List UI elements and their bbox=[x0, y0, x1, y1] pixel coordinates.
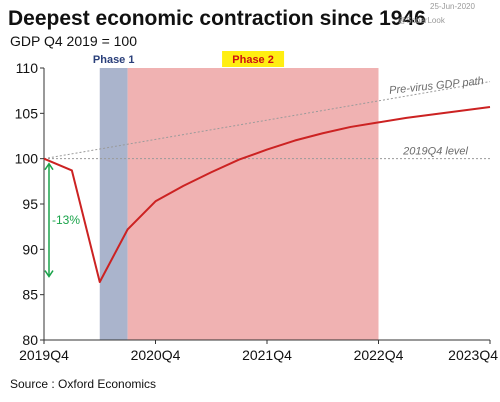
annotation-arrowhead bbox=[44, 162, 54, 171]
y-tick-label: 85 bbox=[22, 287, 38, 303]
x-tick-label: 2020Q4 bbox=[131, 347, 181, 363]
annotation-arrowhead bbox=[44, 270, 54, 278]
source-note: Source : Oxford Economics bbox=[10, 377, 156, 391]
watermark-date: 25-Jun-2020 bbox=[430, 2, 475, 11]
y-tick-label: 90 bbox=[22, 241, 38, 257]
annotations: -13% bbox=[44, 162, 80, 278]
chart-subtitle: GDP Q4 2019 = 100 bbox=[10, 33, 137, 49]
reference-line-label: 2019Q4 level bbox=[402, 146, 468, 158]
y-tick-label: 105 bbox=[15, 105, 39, 121]
annotation-label: -13% bbox=[52, 213, 80, 227]
x-tick-label: 2019Q4 bbox=[19, 347, 69, 363]
x-tick-label: 2023Q4 bbox=[448, 347, 498, 363]
reference-line bbox=[43, 81, 491, 160]
phase-label-bg bbox=[222, 51, 285, 67]
x-tick-label: 2022Q4 bbox=[354, 347, 404, 363]
x-tick-label: 2021Q4 bbox=[242, 347, 292, 363]
y-tick-label: 95 bbox=[22, 196, 38, 212]
watermark-brand: @SoberLook bbox=[398, 16, 446, 25]
chart-title: Deepest economic contraction since 1946 bbox=[8, 7, 426, 30]
gdp-line bbox=[43, 105, 491, 283]
y-tick-label: 80 bbox=[22, 332, 38, 348]
series-layer bbox=[43, 105, 491, 283]
phase-label: Phase 1 bbox=[93, 54, 135, 66]
reference-line-label: Pre-virus GDP path bbox=[389, 75, 485, 97]
y-tick-label: 110 bbox=[16, 60, 39, 76]
y-tick-label: 100 bbox=[15, 151, 39, 167]
phase-label: Phase 2 bbox=[232, 54, 274, 66]
phase-region bbox=[127, 68, 379, 340]
shaded-regions: Phase 1 Phase 2 bbox=[93, 51, 379, 340]
axes: 80 85 90 95 100 105 110 2019Q4 2020Q4 2021Q4 2022Q… bbox=[15, 60, 499, 363]
phase-region bbox=[99, 68, 128, 340]
